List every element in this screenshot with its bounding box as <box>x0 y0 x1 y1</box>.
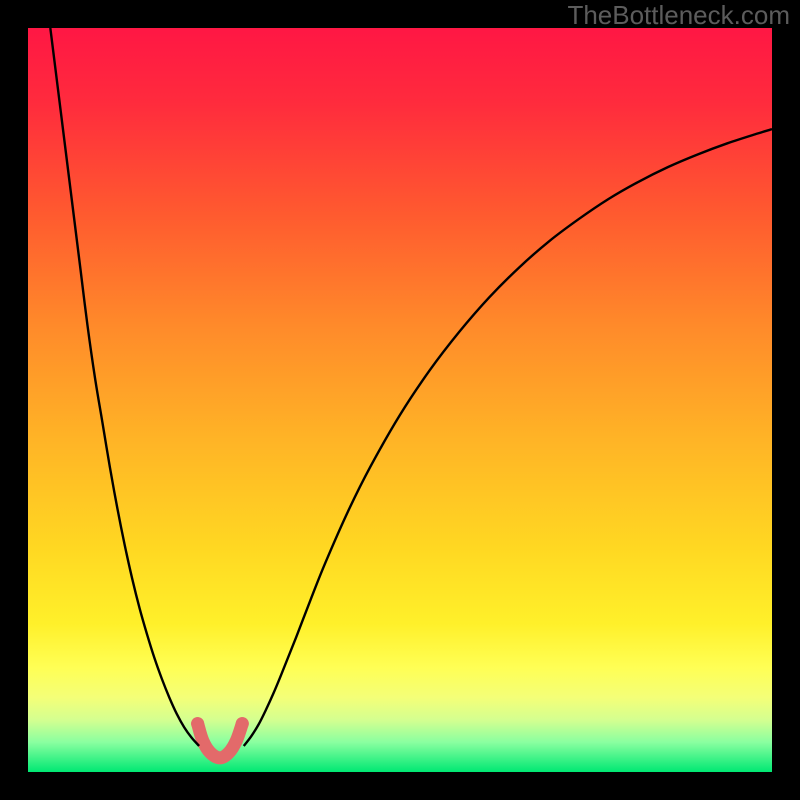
chart-frame: TheBottleneck.com <box>0 0 800 800</box>
gradient-background <box>28 28 772 772</box>
watermark-text: TheBottleneck.com <box>567 0 790 31</box>
chart-inner <box>28 28 772 772</box>
chart-svg <box>28 28 772 772</box>
